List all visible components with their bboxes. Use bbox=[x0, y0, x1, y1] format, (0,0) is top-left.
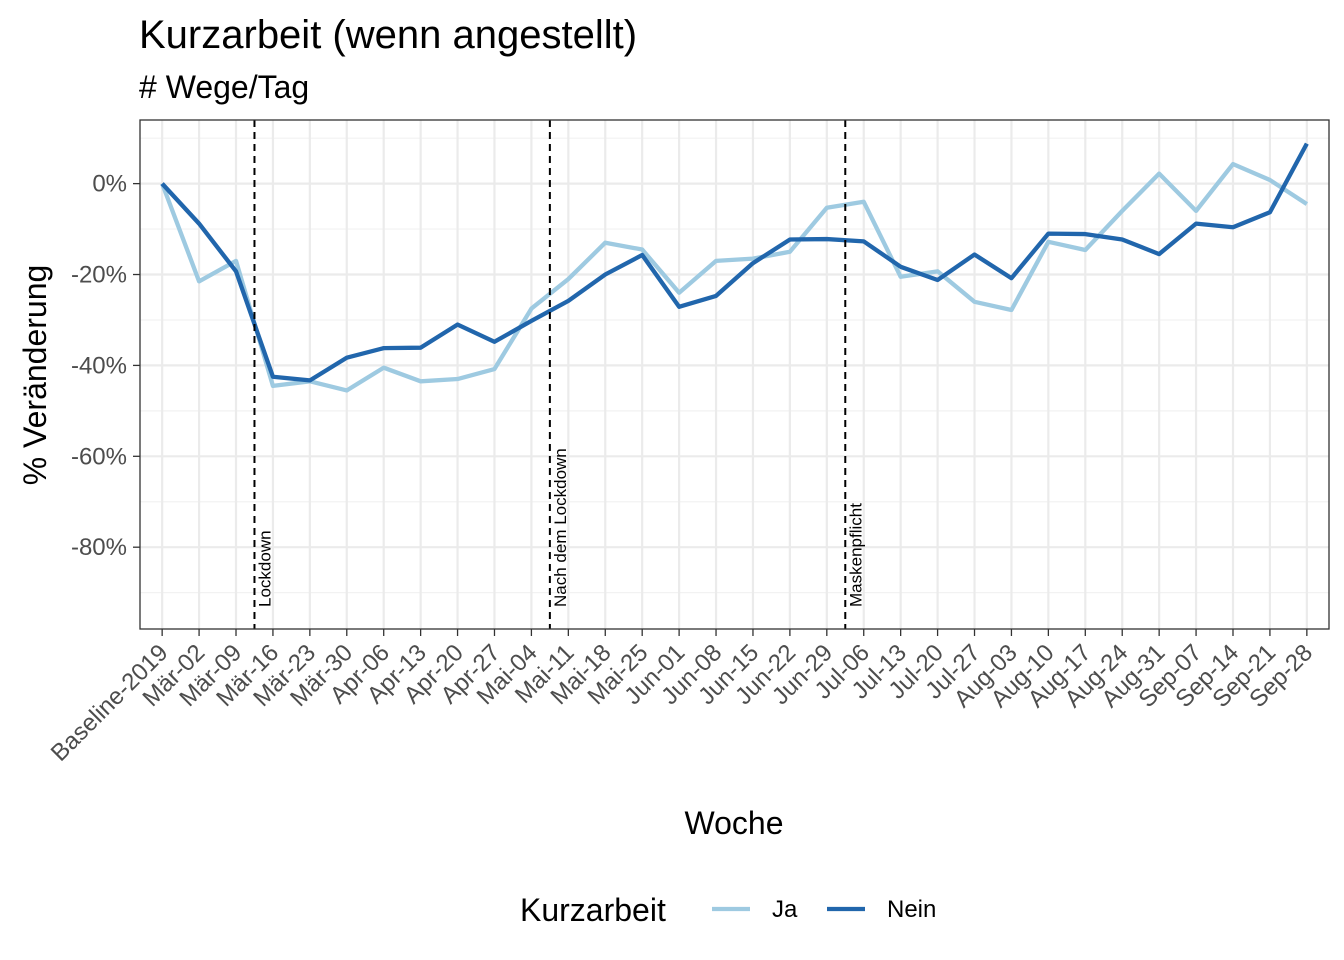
chart-title: Kurzarbeit (wenn angestellt) bbox=[139, 13, 637, 57]
y-tick-label: -40% bbox=[71, 352, 127, 379]
event-label-1: Lockdown bbox=[255, 530, 274, 607]
event-label-2: Nach dem Lockdown bbox=[551, 448, 570, 607]
y-tick-label: -20% bbox=[71, 262, 127, 289]
y-tick-label: -60% bbox=[71, 443, 127, 470]
legend-label-ja: Ja bbox=[772, 896, 798, 923]
y-tick-label: -80% bbox=[71, 534, 127, 561]
x-axis: Baseline-2019Mär-02Mär-09Mär-16Mär-23Mär… bbox=[46, 629, 1318, 767]
plot-border bbox=[139, 119, 1330, 630]
y-tick-label: 0% bbox=[92, 171, 127, 198]
y-axis-title: % Veränderung bbox=[17, 265, 53, 486]
y-axis: 0% -20% -40% -60% -80% bbox=[71, 171, 140, 561]
chart-subtitle: # Wege/Tag bbox=[139, 69, 309, 105]
series-line-ja bbox=[160, 161, 1309, 393]
legend-title: Kurzarbeit bbox=[520, 892, 666, 928]
x-axis-title: Woche bbox=[684, 805, 783, 841]
legend-label-nein: Nein bbox=[887, 896, 936, 923]
event-label-3: Maskenpflicht bbox=[846, 503, 865, 607]
series-line-nein bbox=[160, 142, 1309, 383]
plot-panel: Lockdown Nach dem Lockdown Maskenpflicht bbox=[139, 119, 1330, 630]
legend: Kurzarbeit Ja Nein bbox=[520, 892, 936, 928]
